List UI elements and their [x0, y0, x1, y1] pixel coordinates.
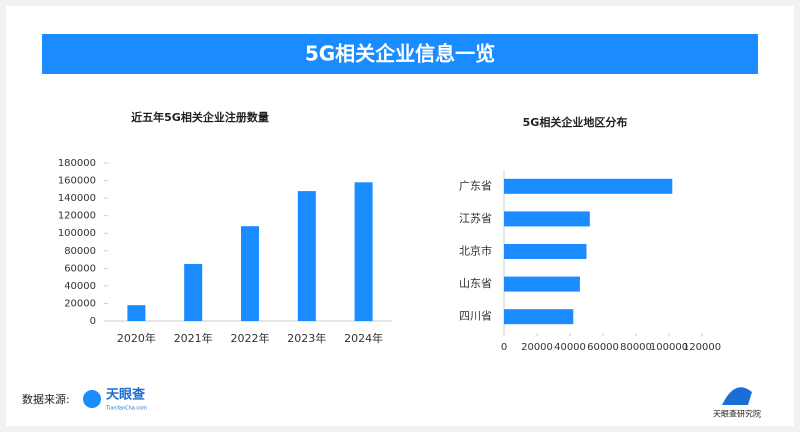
- chart-title: 近五年5G相关企业注册数量: [131, 110, 269, 124]
- chart-title: 5G相关企业地区分布: [523, 115, 628, 129]
- y-tick-label: 80000: [64, 246, 96, 257]
- y-tick-label: 广东省: [459, 179, 492, 192]
- x-tick-label: 80000: [620, 342, 652, 353]
- bar: [504, 244, 587, 259]
- banner-title: 5G相关企业信息一览: [305, 42, 495, 66]
- bar: [297, 191, 316, 321]
- logo-icon: [83, 390, 101, 408]
- x-tick-label: 2023年: [287, 331, 326, 345]
- y-tick-label: 100000: [58, 228, 96, 239]
- institute-icon: [722, 387, 752, 405]
- y-tick-label: 20000: [64, 298, 96, 309]
- bar: [184, 263, 203, 321]
- x-tick-label: 40000: [554, 342, 586, 353]
- y-tick-label: 四川省: [459, 310, 492, 323]
- bar: [504, 276, 580, 292]
- x-tick-label: 60000: [587, 342, 619, 353]
- y-tick-label: 180000: [58, 158, 96, 169]
- bar: [354, 182, 373, 321]
- x-tick-label: 20000: [521, 342, 553, 353]
- logo-text: 天眼查: [106, 387, 146, 403]
- x-tick-label: 100000: [650, 342, 688, 353]
- y-tick-label: 60000: [64, 263, 96, 274]
- institute-text: 天眼查研究院: [713, 409, 761, 419]
- y-tick-label: 北京市: [459, 244, 492, 258]
- source-label: 数据来源:: [22, 392, 70, 406]
- y-tick-label: 0: [90, 316, 96, 327]
- x-tick-label: 2024年: [344, 331, 383, 345]
- bar: [504, 178, 673, 194]
- logo-sub: TianYanCha.com: [105, 406, 147, 412]
- x-tick-label: 0: [501, 342, 507, 353]
- y-tick-label: 江苏省: [459, 212, 492, 225]
- card: [6, 6, 794, 426]
- y-tick-label: 120000: [58, 211, 96, 222]
- x-tick-label: 120000: [683, 342, 721, 353]
- bar: [504, 309, 574, 325]
- bar: [127, 305, 146, 321]
- x-tick-label: 2020年: [117, 331, 156, 345]
- y-tick-label: 140000: [58, 193, 96, 204]
- y-tick-label: 40000: [64, 281, 96, 292]
- x-tick-label: 2021年: [174, 331, 213, 345]
- x-tick-label: 2022年: [231, 331, 270, 345]
- y-tick-label: 160000: [58, 176, 96, 187]
- bar: [241, 226, 259, 321]
- banner: [42, 34, 758, 74]
- bar: [504, 211, 590, 227]
- y-tick-label: 山东省: [459, 277, 492, 290]
